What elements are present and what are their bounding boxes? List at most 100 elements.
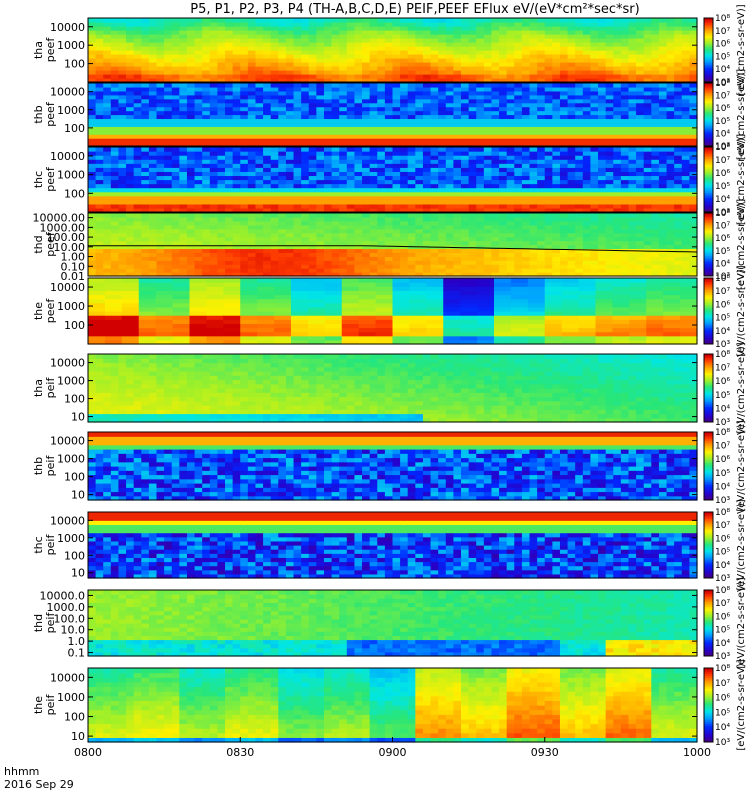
heatmap-cell bbox=[476, 213, 485, 218]
heatmap-cell bbox=[407, 34, 416, 39]
heatmap-cell bbox=[521, 232, 531, 238]
heatmap-cell bbox=[400, 224, 409, 230]
heatmap-cell bbox=[202, 58, 211, 63]
heatmap-cell bbox=[285, 102, 295, 108]
heatmap-cell bbox=[544, 159, 553, 164]
heatmap-cell bbox=[575, 134, 584, 139]
heatmap-cell bbox=[544, 62, 553, 67]
heatmap-cell bbox=[506, 268, 515, 273]
colorbar-step bbox=[704, 56, 713, 59]
heatmap-cell bbox=[415, 54, 424, 59]
heatmap-cell bbox=[293, 207, 302, 213]
heatmap-cell bbox=[103, 126, 112, 131]
heatmap-cell bbox=[186, 268, 196, 273]
heatmap-cell bbox=[209, 183, 219, 189]
heatmap-cell bbox=[658, 70, 668, 75]
heatmap-cell bbox=[384, 110, 394, 116]
heatmap-cell bbox=[164, 199, 173, 205]
heatmap-cell bbox=[529, 213, 538, 218]
heatmap-cell bbox=[301, 142, 310, 147]
heatmap-cell bbox=[126, 191, 135, 197]
heatmap-cell bbox=[643, 18, 652, 23]
heatmap-cell bbox=[323, 66, 333, 71]
heatmap-cell bbox=[301, 102, 310, 108]
heatmap-cell bbox=[499, 195, 508, 201]
heatmap-cell bbox=[209, 78, 219, 83]
heatmap-cell bbox=[270, 78, 279, 83]
heatmap-cell bbox=[202, 70, 211, 75]
colorbar-frame bbox=[703, 146, 714, 213]
heatmap-cell bbox=[308, 207, 317, 213]
heatmap-cell bbox=[362, 70, 371, 75]
heatmap-cell bbox=[103, 114, 112, 120]
heatmap-cell bbox=[422, 102, 432, 108]
heatmap-cell bbox=[658, 98, 668, 104]
heatmap-cell bbox=[95, 155, 104, 160]
colorbar-step bbox=[704, 186, 713, 189]
heatmap-cell bbox=[613, 175, 622, 181]
heatmap-cell bbox=[620, 134, 630, 139]
heatmap-cell bbox=[468, 74, 477, 79]
heatmap-cell bbox=[293, 199, 302, 205]
heatmap-cell bbox=[308, 90, 317, 96]
heatmap-cell bbox=[415, 171, 424, 177]
heatmap-cell bbox=[468, 232, 477, 238]
heatmap-cell bbox=[103, 236, 112, 242]
heatmap-cell bbox=[537, 70, 546, 75]
heatmap-cell bbox=[422, 224, 432, 230]
heatmap-cell bbox=[392, 199, 401, 205]
heatmap-cell bbox=[95, 244, 104, 250]
heatmap-cell bbox=[202, 175, 211, 181]
heatmap-cell bbox=[674, 74, 683, 79]
heatmap-cell bbox=[301, 272, 310, 277]
heatmap-cell bbox=[529, 187, 538, 193]
heatmap-cell bbox=[407, 151, 416, 156]
heatmap-cell bbox=[529, 130, 538, 135]
heatmap-cell bbox=[422, 62, 432, 67]
heatmap-cell bbox=[88, 220, 97, 226]
heatmap-cell bbox=[422, 22, 432, 27]
heatmap-cell bbox=[438, 54, 447, 59]
heatmap-cell bbox=[247, 34, 257, 39]
heatmap-cell bbox=[521, 42, 531, 47]
heatmap-cell bbox=[521, 86, 531, 92]
heatmap-cell bbox=[362, 207, 371, 213]
heatmap-cell bbox=[445, 70, 454, 75]
heatmap-cell bbox=[202, 179, 211, 185]
heatmap-cell bbox=[285, 110, 295, 116]
heatmap-cell bbox=[628, 122, 637, 127]
heatmap-cell bbox=[422, 38, 432, 43]
heatmap-cell bbox=[118, 228, 127, 234]
heatmap-cell bbox=[354, 106, 363, 112]
heatmap-cell bbox=[263, 220, 272, 226]
heatmap-cell bbox=[681, 90, 690, 96]
heatmap-cell bbox=[232, 240, 241, 246]
heatmap-cell bbox=[628, 207, 637, 213]
heatmap-cell bbox=[438, 163, 447, 168]
heatmap-cell bbox=[453, 90, 462, 96]
heatmap-cell bbox=[293, 74, 302, 79]
heatmap-cell bbox=[636, 142, 645, 147]
heatmap-cell bbox=[651, 46, 660, 51]
heatmap-cell bbox=[689, 155, 698, 160]
heatmap-cell bbox=[270, 213, 279, 218]
heatmap-cell bbox=[461, 163, 470, 168]
heatmap-cell bbox=[308, 126, 317, 131]
heatmap-cell bbox=[293, 195, 302, 201]
heatmap-cell bbox=[666, 142, 675, 147]
heatmap-cell bbox=[407, 155, 416, 160]
heatmap-cell bbox=[529, 78, 538, 83]
heatmap-cell bbox=[141, 183, 150, 189]
heatmap-cell bbox=[362, 106, 371, 112]
heatmap-cell bbox=[331, 26, 340, 31]
heatmap-cell bbox=[461, 252, 470, 257]
heatmap-cell bbox=[110, 272, 120, 277]
heatmap-cell bbox=[651, 70, 660, 75]
heatmap-cell bbox=[658, 207, 668, 213]
colorbar-tick-label: 10⁵ bbox=[715, 52, 730, 62]
heatmap-cell bbox=[529, 163, 538, 168]
heatmap-cell bbox=[346, 228, 356, 234]
heatmap-cell bbox=[301, 38, 310, 43]
heatmap-cell bbox=[133, 118, 142, 123]
heatmap-cell bbox=[590, 46, 599, 51]
